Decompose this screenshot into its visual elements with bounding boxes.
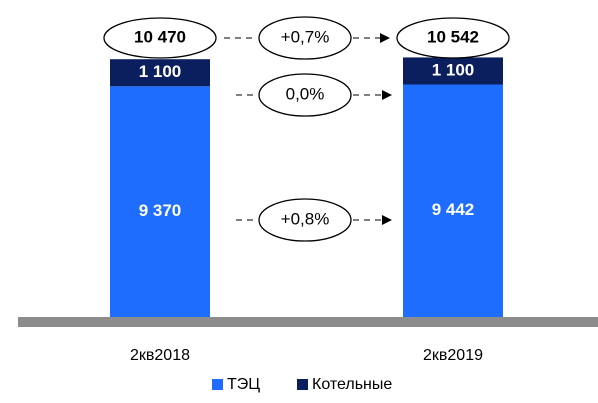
change-oval (258, 198, 352, 242)
total-label: 10 470 (134, 27, 186, 46)
bar-segment (403, 57, 503, 85)
value-label: 1 100 (432, 60, 475, 79)
change-label: +0,8% (281, 209, 330, 228)
x-tick-label: 2кв2018 (130, 347, 190, 364)
bar-segment (110, 59, 210, 87)
x-tick-label: 2кв2019 (423, 347, 483, 364)
value-label: 1 100 (139, 62, 182, 81)
bar-segment (110, 86, 210, 317)
total-label: 10 542 (427, 27, 479, 46)
change-label: +0,7% (281, 27, 330, 46)
value-label: 9 442 (432, 200, 475, 219)
change-label: 0,0% (286, 84, 325, 103)
change-oval (258, 73, 352, 117)
value-label: 9 370 (139, 201, 182, 220)
total-oval (103, 17, 217, 59)
total-oval (396, 17, 510, 59)
baseline (18, 317, 598, 327)
legend-label: Котельные (312, 376, 392, 393)
legend-swatch (212, 379, 223, 390)
legend-label: ТЭЦ (227, 376, 260, 393)
change-oval (258, 16, 352, 60)
bar-segment (403, 84, 503, 317)
legend-swatch (297, 379, 308, 390)
